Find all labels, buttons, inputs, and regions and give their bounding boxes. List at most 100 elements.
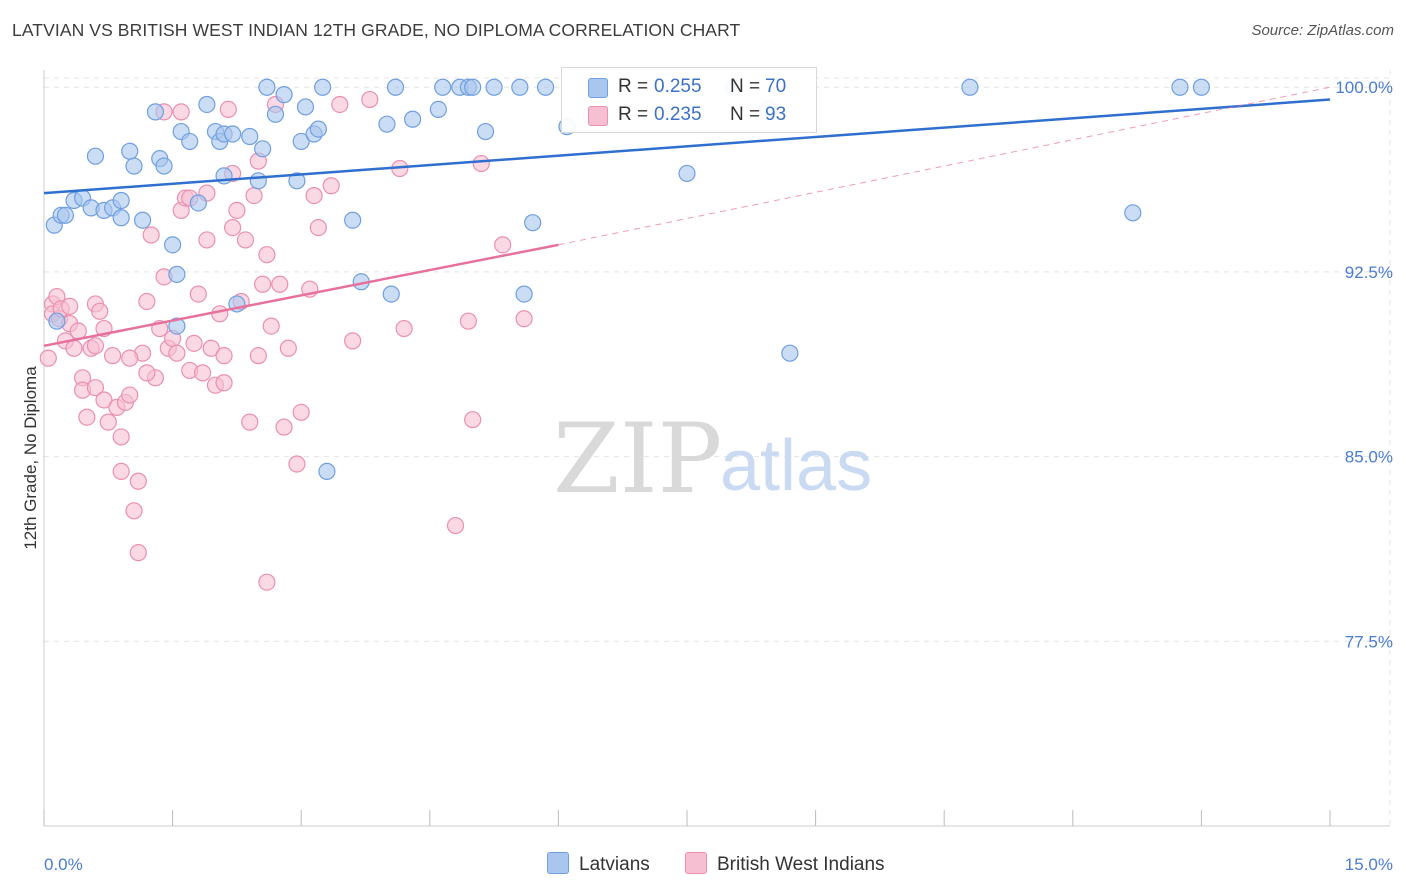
latvian-point: [181, 132, 199, 151]
bwi-point: [198, 231, 216, 249]
bwi-point: [121, 349, 139, 367]
bwi-point: [262, 317, 280, 335]
bwi-point: [95, 391, 113, 409]
legend-n-value: 70: [765, 76, 787, 97]
latvian-point: [511, 78, 529, 96]
x-tick-label: 0.0%: [44, 855, 83, 874]
bwi-point: [211, 305, 229, 323]
latvian-point: [241, 127, 259, 146]
latvian-point: [536, 78, 555, 96]
bwi-point: [322, 177, 340, 195]
bwi-point: [258, 573, 276, 591]
bwi-point: [185, 334, 203, 352]
bwi-point: [249, 347, 267, 365]
latvian-point: [1171, 78, 1189, 96]
latvian-point: [121, 142, 139, 160]
bwi-point: [236, 231, 255, 249]
latvian-point: [314, 78, 332, 96]
latvian-point: [146, 103, 165, 121]
latvian-point: [485, 78, 503, 96]
y-tick-label: 100.0%: [1335, 78, 1393, 97]
bwi-point: [464, 411, 482, 429]
chart-title: LATVIAN VS BRITISH WEST INDIAN 12TH GRAD…: [12, 20, 741, 40]
bwi-point: [219, 100, 237, 119]
bwi-point: [194, 364, 212, 382]
bwi-point: [99, 413, 117, 431]
legend-n-label: N =: [730, 76, 761, 97]
bwi-point: [446, 516, 465, 535]
bwi-point: [275, 418, 293, 436]
bwi-point: [69, 322, 87, 340]
latvian-point: [189, 194, 207, 212]
latvian-point: [318, 462, 336, 480]
bwi-point: [305, 186, 323, 205]
bwi-point: [202, 339, 220, 357]
bwi-point: [279, 339, 297, 357]
legend-r-value: 0.235: [654, 104, 702, 125]
legend-item-british-west-indians[interactable]: British West Indians: [685, 852, 885, 876]
watermark-zip: ZIP: [553, 403, 722, 515]
bwi-point: [241, 413, 259, 431]
latvian-point: [112, 209, 130, 227]
legend-r-label: R =: [618, 76, 649, 97]
latvian-swatch: [588, 78, 608, 98]
bwi-point: [142, 226, 160, 244]
latvian-point: [292, 132, 310, 151]
latvian-point: [168, 265, 186, 283]
latvian-point: [56, 206, 75, 224]
bwi-point: [78, 408, 96, 426]
latvian-point: [198, 95, 216, 114]
y-tick-label: 77.5%: [1345, 632, 1393, 651]
source-label: Source: ZipAtlas.com: [1251, 22, 1394, 39]
latvian-point: [382, 285, 400, 303]
watermark-atlas: atlas: [720, 426, 872, 506]
bwi-point: [39, 349, 57, 367]
bwi-point: [121, 386, 139, 404]
latvian-point: [961, 78, 979, 96]
bwi-point: [215, 347, 233, 365]
latvian-point: [168, 317, 186, 335]
latvian-point: [344, 211, 362, 229]
bwi-point: [258, 246, 276, 264]
legend-r-label: R =: [618, 104, 649, 125]
latvian-point: [678, 164, 696, 183]
latvian-trend-line: [43, 98, 1331, 195]
latvian-point: [288, 172, 306, 190]
latvian-point: [464, 78, 482, 96]
bwi-point: [288, 455, 306, 473]
bwi-trend-line: [43, 243, 559, 348]
latvian-point: [476, 122, 495, 141]
latvian-point: [48, 312, 66, 330]
legend-label: British West Indians: [717, 854, 885, 875]
legend-n-label: N =: [730, 104, 761, 125]
axes: [43, 70, 1390, 827]
y-tick-label: 92.5%: [1345, 263, 1393, 282]
bwi-point: [168, 344, 186, 362]
bwi-point: [65, 339, 83, 357]
latvian-point: [224, 125, 242, 143]
latvian-point: [1124, 204, 1142, 222]
latvian-point: [386, 78, 405, 96]
bwi-point: [224, 219, 242, 237]
bwi-point: [395, 319, 413, 338]
x-tick-label: 15.0%: [1345, 855, 1393, 874]
bwi-point: [472, 154, 490, 173]
correlation-legend: R = 0.255 N = 70 R = 0.235 N = 93: [561, 67, 817, 133]
bwi-point: [189, 285, 207, 303]
latvian-point: [515, 285, 533, 303]
bwi-point: [361, 90, 379, 109]
latvian-point: [258, 78, 276, 96]
legend-r-value: 0.255: [654, 76, 702, 97]
data-points: [39, 78, 1211, 591]
latvian-point: [254, 140, 272, 158]
bwi-point: [138, 364, 156, 382]
latvian-point: [86, 147, 105, 165]
latvian-point: [125, 157, 143, 175]
latvian-point: [434, 78, 452, 96]
latvian-point: [112, 191, 130, 210]
bwi-point: [494, 236, 512, 254]
legend-row-latvian: R = 0.255 N = 70: [562, 74, 816, 102]
legend-item-latvians[interactable]: Latvians: [547, 852, 650, 876]
bwi-point: [112, 462, 130, 480]
latvian-point: [266, 105, 285, 123]
